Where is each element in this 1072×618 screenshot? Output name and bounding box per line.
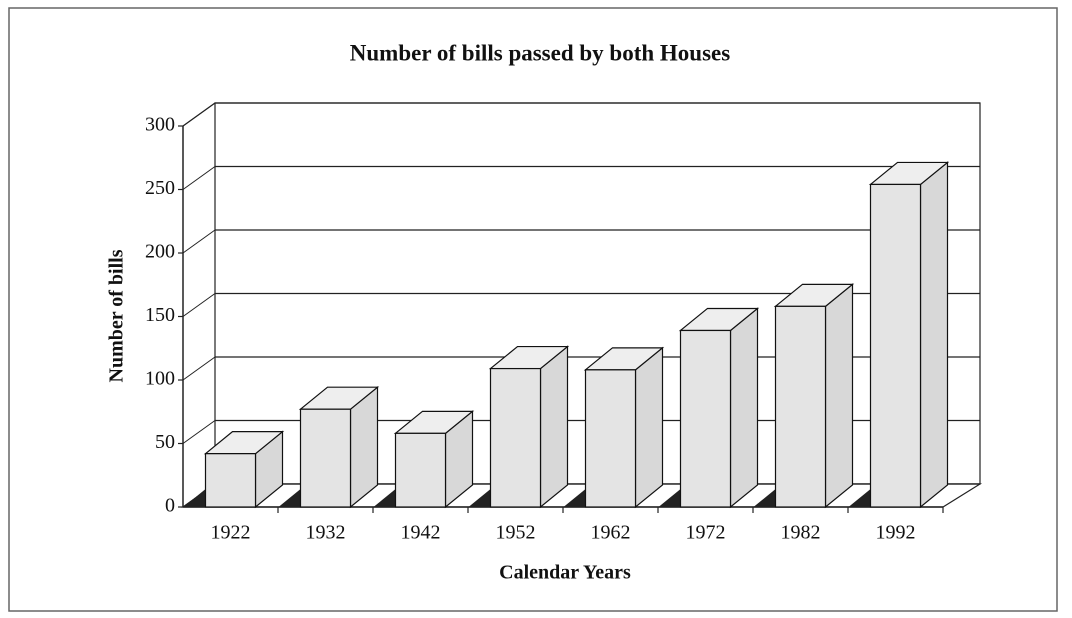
x-tick-label: 1922 — [211, 522, 251, 544]
x-tick-label: 1952 — [496, 522, 536, 544]
x-tick-label: 1972 — [686, 522, 726, 544]
grid-line — [182, 356, 216, 381]
y-tick-label: 50 — [155, 431, 175, 453]
x-tick-label: 1962 — [591, 522, 631, 544]
x-tick-label: 1932 — [306, 522, 346, 544]
bar — [393, 410, 475, 509]
x-tick-label: 1942 — [401, 522, 441, 544]
y-axis-label: Number of bills — [106, 249, 128, 382]
chart-title: Number of bills passed by both Houses — [350, 40, 730, 65]
y-tick-label: 100 — [145, 368, 175, 390]
y-tick-label: 0 — [165, 495, 175, 517]
y-tick-label: 250 — [145, 177, 175, 199]
bar — [488, 345, 570, 509]
grid-line — [182, 420, 216, 444]
bar — [298, 385, 380, 509]
bar — [868, 161, 950, 509]
y-tick-label: 300 — [145, 114, 175, 136]
grid-line — [182, 293, 216, 317]
x-tick-label: 1982 — [781, 522, 821, 544]
x-tick-label: 1992 — [876, 522, 916, 544]
grid-line — [182, 166, 216, 190]
y-tick-label: 150 — [145, 304, 175, 326]
grid-line — [182, 229, 216, 254]
bar — [583, 346, 665, 509]
grid-line — [182, 102, 216, 127]
bar — [678, 307, 760, 509]
x-axis-label: Calendar Years — [499, 562, 631, 584]
bar — [773, 283, 855, 509]
y-tick-label: 200 — [145, 241, 175, 263]
bar — [203, 430, 285, 509]
